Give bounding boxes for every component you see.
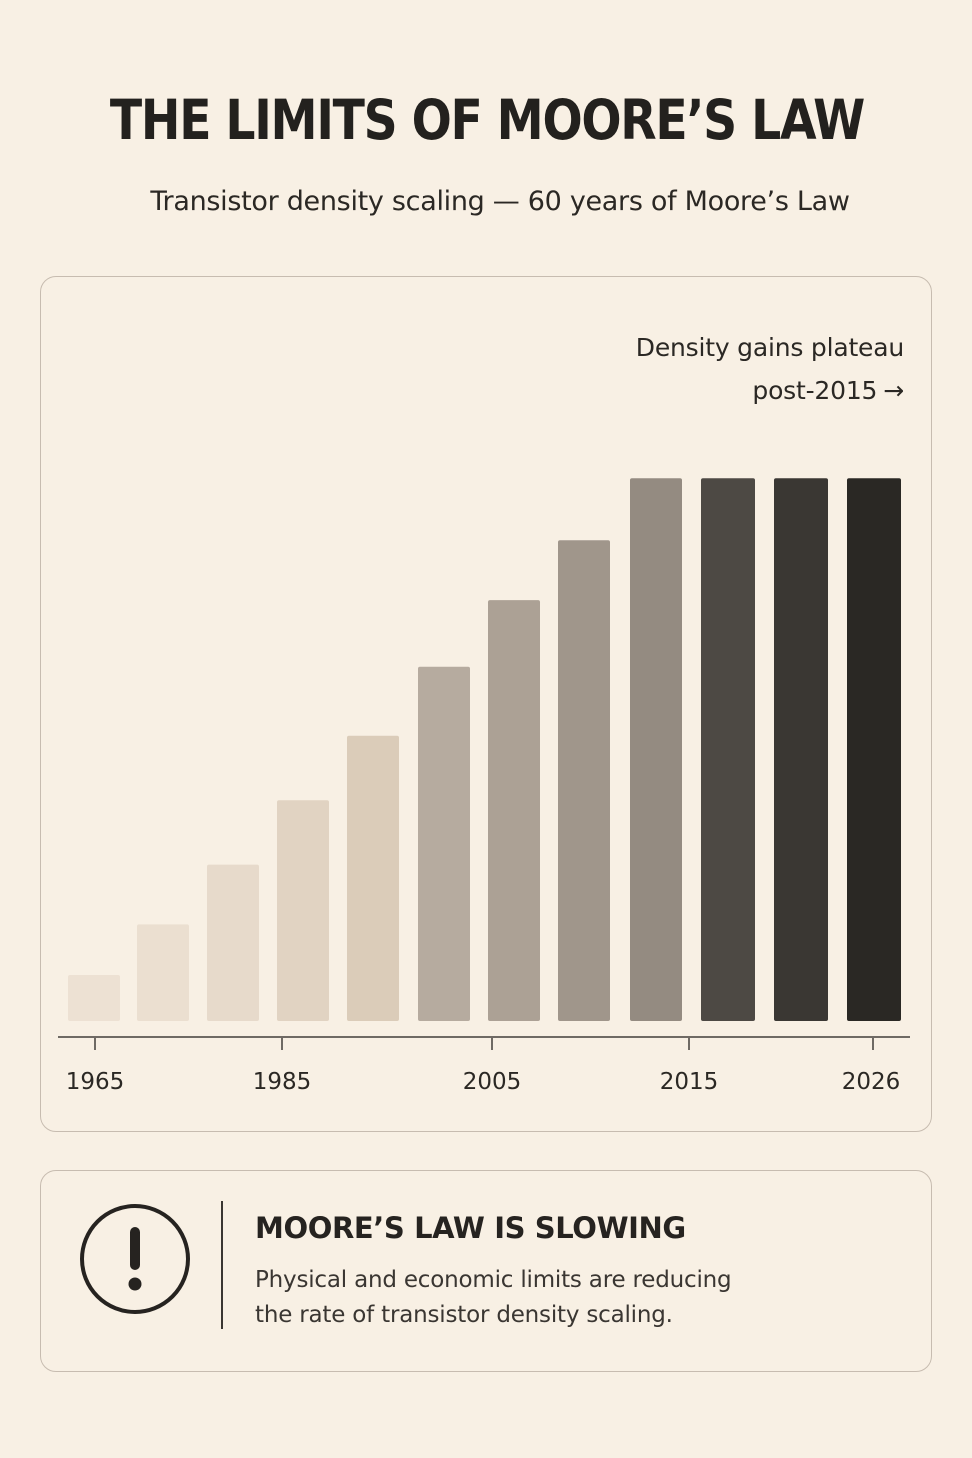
density-bar-chart: 1965 1985 2005 2015 2026 [58,478,910,1095]
bar-7 [488,600,540,1021]
bar-2 [137,924,189,1021]
x-tick-label: 2026 [842,1069,901,1095]
bar-9 [630,478,682,1021]
callout-title: MOORE’S LAW IS SLOWING [255,1211,686,1245]
slowing-callout: MOORE’S LAW IS SLOWING Physical and econ… [40,1170,932,1372]
page-title: THE LIMITS OF MOORE’S LAW [109,88,865,152]
bar-10 [701,478,755,1021]
bar-12 [847,478,901,1021]
x-axis-ticks: 1965 1985 2005 2015 2026 [66,1037,901,1095]
bar-4 [277,800,329,1021]
callout-body-line-1: Physical and economic limits are reducin… [255,1267,732,1293]
bar-6 [418,666,470,1021]
page-subtitle: Transistor density scaling — 60 years of… [150,186,850,217]
bar-8 [558,540,610,1021]
x-tick-label: 2005 [463,1069,522,1095]
callout-body: Physical and economic limits are reducin… [255,1263,732,1333]
bar-11 [774,478,828,1021]
bar-3 [207,864,259,1021]
plateau-annotation: Density gains plateau post-2015 → [636,326,904,412]
bar-1 [68,975,120,1021]
bar-5 [347,735,399,1021]
annotation-line-2-text: post-2015 [752,376,878,405]
x-tick-label: 2015 [660,1069,719,1095]
chart-card [40,276,932,1132]
bars-group [68,478,901,1021]
arrow-right-icon: → [883,376,904,405]
callout-divider [221,1201,223,1329]
x-tick-label: 1965 [66,1069,125,1095]
exclamation-circle-icon [80,1204,190,1314]
callout-body-line-2: the rate of transistor density scaling. [255,1302,673,1328]
annotation-line-2: post-2015 → [636,369,904,412]
x-tick-label: 1985 [253,1069,312,1095]
annotation-line-1: Density gains plateau [635,333,904,362]
